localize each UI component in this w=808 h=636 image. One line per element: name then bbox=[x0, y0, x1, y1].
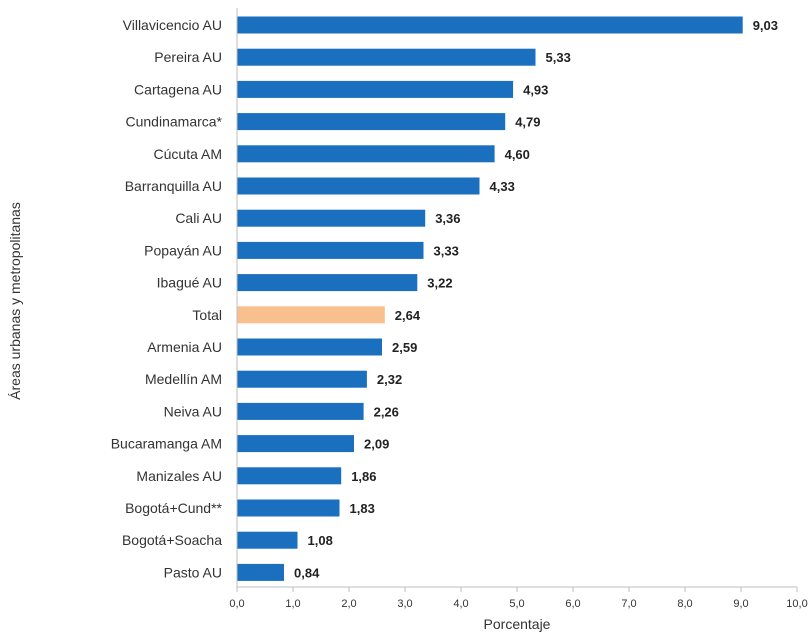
category-labels-group: Villavicencio AU Pereira AU Cartagena AU Cu… bbox=[111, 17, 223, 580]
value-label: 3,22 bbox=[427, 276, 452, 291]
bar bbox=[237, 499, 340, 517]
x-tick-label: 5,0 bbox=[509, 598, 524, 610]
bar bbox=[237, 306, 385, 324]
category-label: Pereira AU bbox=[154, 49, 222, 65]
value-label: 5,33 bbox=[546, 50, 571, 65]
x-tick-label: 7,0 bbox=[621, 598, 636, 610]
category-label: Bucaramanga AM bbox=[111, 436, 222, 452]
bar bbox=[237, 48, 536, 66]
x-tick-label: 1,0 bbox=[285, 598, 300, 610]
bar bbox=[237, 241, 424, 259]
value-label: 4,33 bbox=[490, 179, 515, 194]
category-label: Ibagué AU bbox=[157, 275, 222, 291]
x-tick-label: 9,0 bbox=[733, 598, 748, 610]
bar bbox=[237, 402, 364, 420]
bar bbox=[237, 16, 743, 34]
bars-group bbox=[237, 16, 743, 581]
bar bbox=[237, 563, 284, 581]
x-axis-title: Porcentaje bbox=[484, 616, 551, 632]
value-label: 0,84 bbox=[294, 565, 320, 580]
value-label: 1,86 bbox=[351, 469, 376, 484]
value-label: 3,33 bbox=[434, 243, 459, 258]
x-tick-label: 3,0 bbox=[397, 598, 412, 610]
category-label: Cúcuta AM bbox=[154, 146, 222, 162]
bar bbox=[237, 145, 495, 163]
x-tick-label: 4,0 bbox=[453, 598, 468, 610]
value-labels-group: 9,03 5,33 4,93 4,79 4,60 4,33 3,36 3,33 3,22 2,64… bbox=[294, 18, 778, 580]
bar bbox=[237, 370, 367, 388]
value-label: 2,09 bbox=[364, 437, 389, 452]
value-label: 4,93 bbox=[523, 82, 548, 97]
category-label: Barranquilla AU bbox=[125, 178, 222, 194]
x-tick-label: 0,0 bbox=[229, 598, 244, 610]
category-label: Armenia AU bbox=[147, 339, 222, 355]
x-tick-label: 6,0 bbox=[565, 598, 580, 610]
category-label: Popayán AU bbox=[144, 242, 222, 258]
value-label: 4,60 bbox=[505, 147, 530, 162]
category-label: Medellín AM bbox=[145, 371, 222, 387]
x-axis: 0,0 1,0 2,0 3,0 4,0 5,0 6,0 7,0 8,0 9,0 10,0 bbox=[229, 8, 808, 610]
value-label: 2,64 bbox=[395, 308, 421, 323]
value-label: 3,36 bbox=[435, 211, 460, 226]
value-label: 4,79 bbox=[515, 115, 540, 130]
bar bbox=[237, 467, 342, 485]
category-label: Neiva AU bbox=[164, 403, 222, 419]
category-label: Total bbox=[192, 307, 222, 323]
value-label: 9,03 bbox=[753, 18, 778, 33]
x-tick-label: 2,0 bbox=[341, 598, 356, 610]
category-label: Pasto AU bbox=[164, 564, 222, 580]
value-label: 1,08 bbox=[308, 533, 333, 548]
bar bbox=[237, 177, 480, 195]
value-label: 1,83 bbox=[350, 501, 375, 516]
bar bbox=[237, 113, 506, 131]
bar bbox=[237, 80, 514, 98]
category-label: Cartagena AU bbox=[134, 81, 222, 97]
bar bbox=[237, 209, 426, 227]
y-axis-title: Áreas urbanas y metropolitanas bbox=[7, 202, 23, 400]
category-label: Cundinamarca* bbox=[126, 114, 223, 130]
bar bbox=[237, 274, 418, 292]
value-label: 2,59 bbox=[392, 340, 417, 355]
value-label: 2,32 bbox=[377, 372, 402, 387]
value-label: 2,26 bbox=[374, 404, 399, 419]
x-tick-label: 10,0 bbox=[786, 598, 807, 610]
category-label: Bogotá+Cund** bbox=[125, 500, 222, 516]
category-label: Villavicencio AU bbox=[123, 17, 222, 33]
bar bbox=[237, 531, 298, 549]
category-label: Manizales AU bbox=[136, 468, 222, 484]
x-tick-label: 8,0 bbox=[677, 598, 692, 610]
bar bbox=[237, 338, 382, 356]
category-label: Cali AU bbox=[175, 210, 222, 226]
category-label: Bogotá+Soacha bbox=[122, 532, 222, 548]
bar bbox=[237, 435, 354, 453]
